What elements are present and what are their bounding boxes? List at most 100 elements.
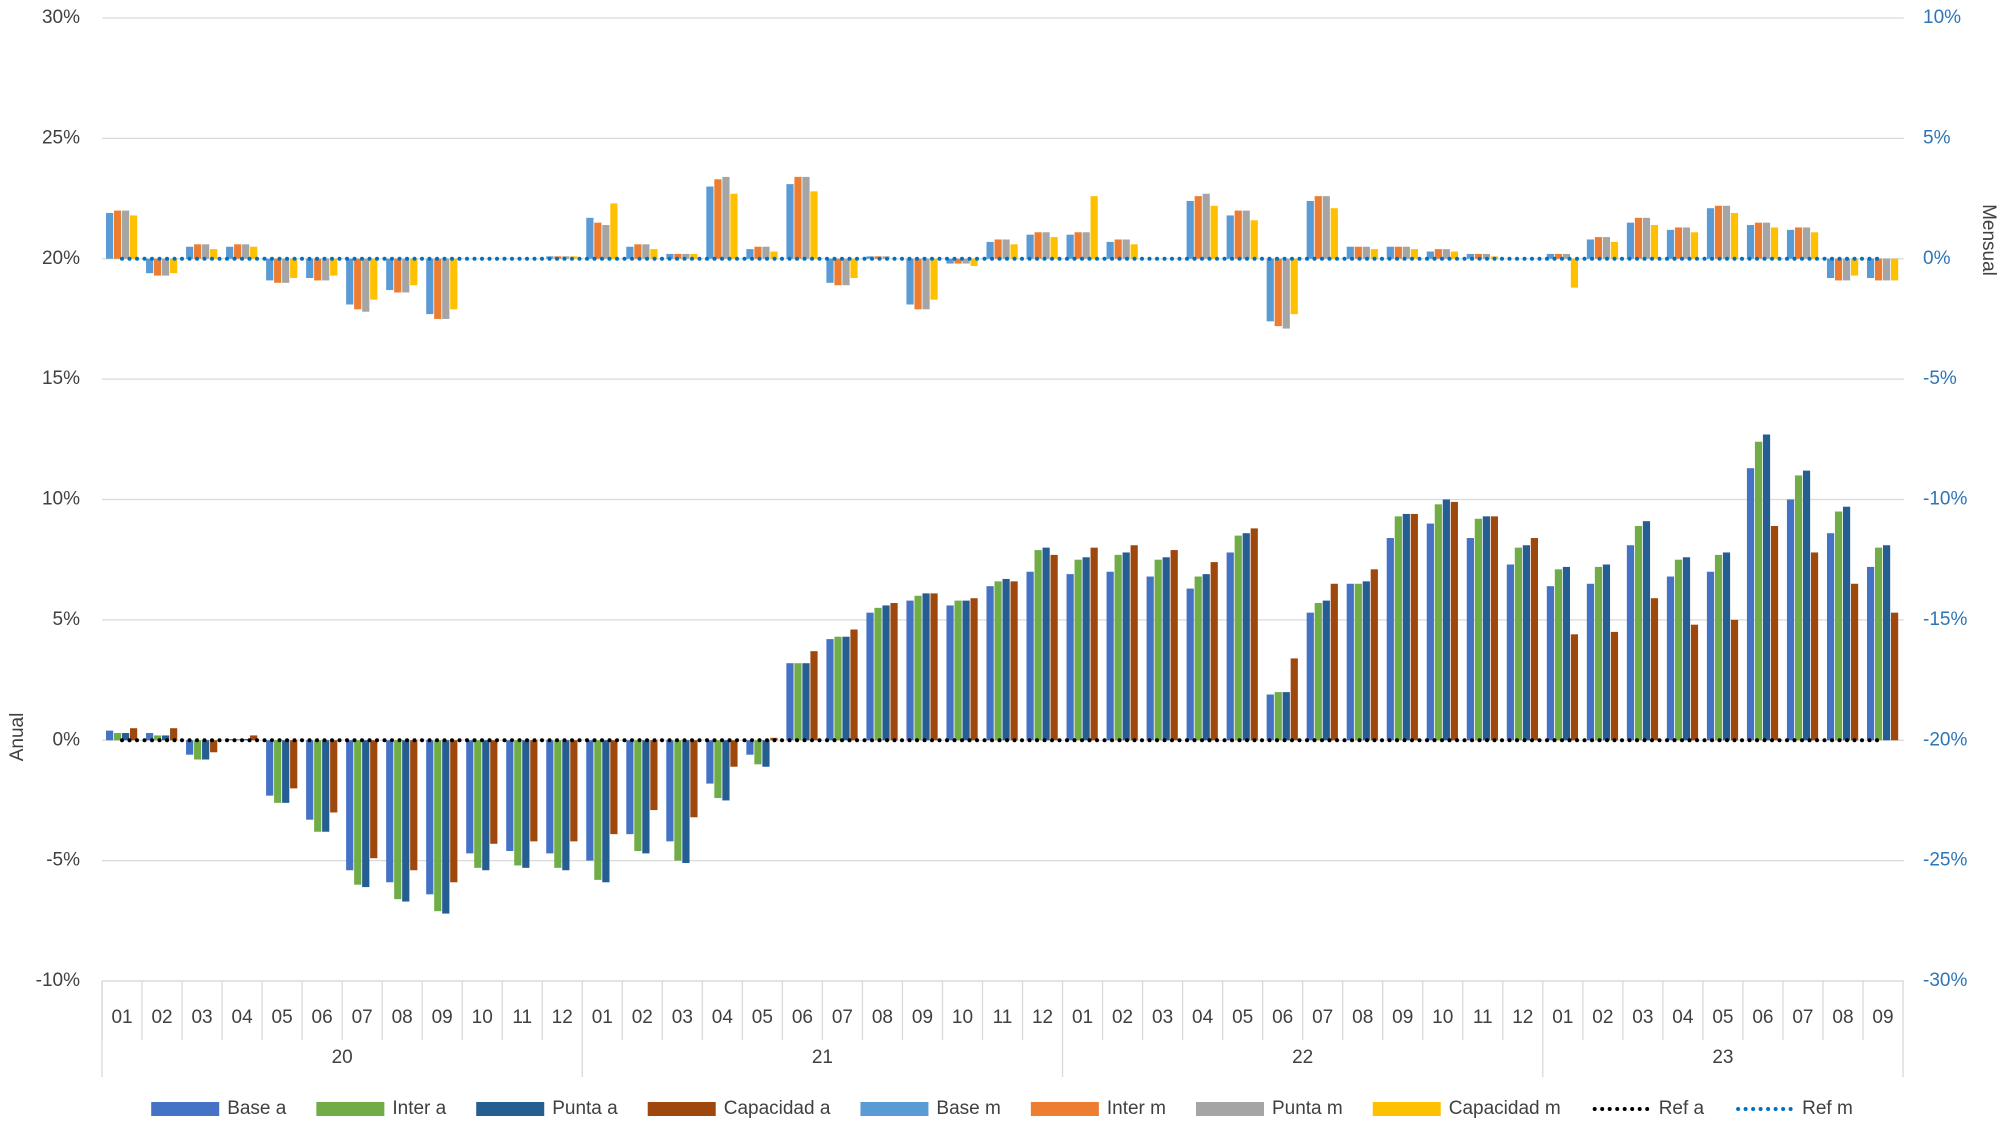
- bar: [1282, 692, 1290, 741]
- x-tick-label: 02: [632, 1007, 653, 1028]
- bar: [1090, 547, 1098, 741]
- y2-tick-label: 5%: [1923, 127, 1951, 148]
- bar: [1426, 523, 1434, 741]
- x-tick-label: 11: [512, 1007, 532, 1028]
- bar: [794, 663, 802, 741]
- bar: [946, 605, 954, 741]
- bar: [906, 600, 914, 741]
- bar: [1442, 499, 1450, 741]
- bar: [146, 258, 154, 274]
- bar: [634, 740, 642, 851]
- bar: [1826, 533, 1835, 741]
- bar: [882, 605, 890, 741]
- bar: [146, 733, 154, 741]
- bar: [602, 740, 610, 883]
- legend-label: Inter a: [392, 1098, 446, 1119]
- bar: [1250, 528, 1258, 741]
- bar: [1802, 227, 1811, 259]
- bar: [322, 740, 330, 832]
- bar: [1130, 244, 1138, 259]
- x-tick-label: 02: [1112, 1007, 1133, 1028]
- bar: [1730, 619, 1739, 741]
- bar: [802, 663, 810, 741]
- bar: [1114, 554, 1122, 741]
- bar: [1842, 506, 1851, 741]
- bar: [194, 740, 202, 760]
- x-tick-label: 02: [151, 1007, 172, 1028]
- bar: [1642, 521, 1651, 741]
- x-tick-label: 10: [952, 1007, 973, 1028]
- bar: [1642, 217, 1651, 259]
- bar: [1210, 205, 1218, 259]
- bar: [1546, 253, 1555, 259]
- bar: [626, 740, 634, 835]
- bar: [1354, 246, 1362, 259]
- bar: [154, 258, 162, 276]
- bar: [234, 244, 242, 259]
- bar: [114, 210, 122, 259]
- bar: [1274, 258, 1282, 327]
- bar: [906, 258, 914, 305]
- bar: [962, 600, 970, 741]
- x-tick-label: 01: [592, 1007, 613, 1028]
- bar: [1810, 232, 1819, 259]
- x-tick-label: 12: [1512, 1007, 1533, 1028]
- bar: [746, 740, 754, 755]
- bar: [1762, 434, 1771, 741]
- bar: [1074, 559, 1082, 741]
- bar: [1586, 239, 1595, 259]
- y-tick-label: 0%: [53, 729, 81, 750]
- bar: [362, 740, 370, 888]
- bar: [1002, 578, 1010, 741]
- bar: [730, 193, 738, 259]
- bar: [914, 595, 922, 741]
- x-tick-label: 09: [432, 1007, 453, 1028]
- bar: [226, 739, 234, 741]
- bar: [722, 740, 730, 801]
- x-tick-label: 08: [1832, 1007, 1853, 1028]
- bar: [1802, 470, 1811, 741]
- bar: [1570, 258, 1579, 288]
- bar: [1594, 566, 1603, 741]
- x-tick-label: 04: [712, 1007, 734, 1028]
- x-tick-label: 09: [912, 1007, 933, 1028]
- bar: [1674, 227, 1683, 259]
- bar: [1810, 552, 1819, 741]
- bar: [1682, 557, 1691, 741]
- x-tick-label: 04: [1192, 1007, 1214, 1028]
- bar: [1202, 574, 1210, 741]
- bar: [162, 258, 170, 276]
- x-group-label: 22: [1292, 1047, 1313, 1068]
- bar: [674, 740, 682, 861]
- bar: [1410, 249, 1418, 259]
- bar: [794, 176, 802, 259]
- x-tick-label: 07: [1792, 1007, 1813, 1028]
- bar: [1746, 225, 1755, 259]
- bar: [1234, 535, 1242, 741]
- bar: [210, 249, 218, 259]
- bar: [250, 735, 258, 741]
- bar: [1162, 557, 1170, 741]
- x-tick-label: 04: [1672, 1007, 1694, 1028]
- bar: [442, 740, 450, 914]
- bar: [1226, 215, 1234, 259]
- bar: [1074, 232, 1082, 259]
- y-axis-title: Anual: [7, 713, 28, 762]
- bar: [1066, 574, 1074, 741]
- bar: [314, 258, 322, 281]
- bar: [690, 253, 698, 259]
- bar: [554, 740, 562, 868]
- bar: [1834, 258, 1843, 281]
- bar: [362, 258, 370, 312]
- bar: [122, 733, 130, 741]
- bar: [1594, 237, 1603, 259]
- bar: [410, 258, 418, 286]
- legend-marker: [476, 1102, 545, 1116]
- bar: [1850, 258, 1859, 276]
- bar: [1154, 559, 1162, 741]
- x-tick-label: 05: [272, 1007, 293, 1028]
- bar: [1626, 545, 1635, 741]
- bar: [690, 740, 698, 818]
- bar: [650, 740, 658, 811]
